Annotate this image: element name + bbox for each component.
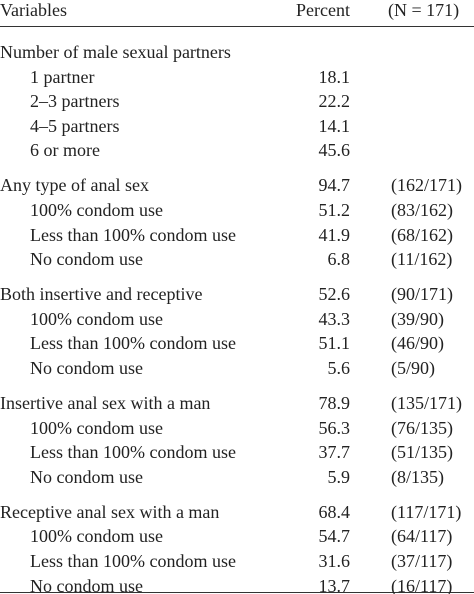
row-percent: 51.1 — [318, 333, 351, 354]
row-count: (11/162) — [391, 249, 453, 270]
row-label: 4–5 partners — [30, 115, 120, 136]
row-count: (8/135) — [391, 466, 444, 487]
row-label: 100% condom use — [30, 200, 163, 220]
row-label: Less than 100% condom use — [30, 333, 236, 354]
row-percent: 14.1 — [318, 115, 351, 136]
row-percent: 45.6 — [318, 140, 351, 161]
row-label: Less than 100% condom use — [30, 551, 236, 571]
bottom-rule — [0, 592, 474, 593]
section-title: Any type of anal sex — [0, 175, 149, 196]
section-percent: 68.4 — [318, 501, 351, 522]
row-label: 2–3 partners — [30, 91, 120, 112]
row-count: (68/162) — [391, 224, 453, 245]
section-percent: 94.7 — [318, 175, 351, 196]
row-count: (76/135) — [391, 417, 453, 438]
row-label: No condom use — [30, 249, 143, 270]
row-label: 1 partner — [30, 66, 95, 87]
row-percent: 54.7 — [318, 526, 351, 547]
section-count: (162/171) — [391, 175, 462, 196]
row-count: (37/117) — [391, 551, 453, 571]
row-count: (83/162) — [391, 200, 453, 220]
row-count: (46/90) — [391, 333, 444, 354]
row-label: Less than 100% condom use — [30, 442, 236, 463]
row-count: (64/117) — [391, 526, 453, 547]
section-title: Both insertive and receptive — [0, 284, 203, 305]
section-count: (90/171) — [391, 284, 453, 305]
row-percent: 13.7 — [318, 575, 351, 594]
section-count: (117/171) — [391, 501, 462, 522]
row-percent: 18.1 — [318, 66, 351, 87]
section-title: Receptive anal sex with a man — [0, 501, 220, 522]
row-percent: 41.9 — [318, 224, 351, 245]
row-percent: 5.9 — [327, 466, 351, 487]
row-label: 100% condom use — [30, 417, 163, 438]
row-percent: 22.2 — [318, 91, 351, 112]
header-rule — [0, 26, 474, 27]
row-count: (16/117) — [391, 575, 453, 594]
row-label: 100% condom use — [30, 526, 163, 547]
row-percent: 43.3 — [318, 308, 351, 329]
row-label: No condom use — [30, 358, 143, 378]
header-count: (N = 171) — [388, 0, 460, 20]
header-variables: Variables — [0, 0, 67, 20]
row-label: No condom use — [30, 466, 143, 487]
row-percent: 56.3 — [318, 417, 351, 438]
row-label: No condom use — [30, 575, 143, 594]
section-percent: 52.6 — [318, 284, 351, 305]
row-percent: 37.7 — [318, 442, 351, 463]
section-percent: 78.9 — [318, 393, 351, 413]
row-percent: 5.6 — [327, 358, 351, 378]
row-percent: 31.6 — [318, 551, 351, 571]
row-label: 6 or more — [30, 140, 100, 161]
section-title: Number of male sexual partners — [0, 42, 231, 62]
row-label: 100% condom use — [30, 308, 163, 329]
row-percent: 6.8 — [327, 249, 351, 270]
row-count: (39/90) — [391, 308, 444, 329]
row-percent: 51.2 — [318, 200, 351, 220]
row-count: (5/90) — [391, 358, 435, 378]
section-count: (135/171) — [391, 393, 462, 413]
row-label: Less than 100% condom use — [30, 224, 236, 245]
header-percent: Percent — [296, 0, 350, 20]
row-count: (51/135) — [391, 442, 453, 463]
section-title: Insertive anal sex with a man — [0, 393, 211, 413]
